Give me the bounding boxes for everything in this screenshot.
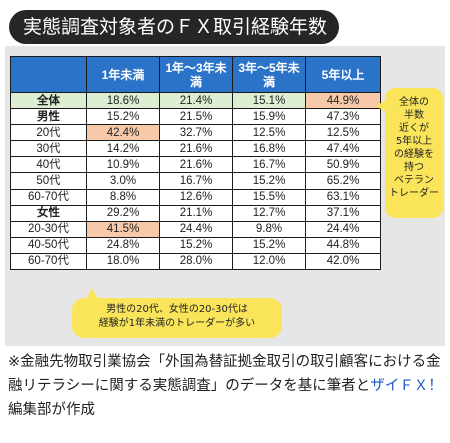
callout-line: の経験を bbox=[394, 149, 434, 160]
table-cell: 29.2% bbox=[86, 204, 160, 222]
row-label: 40-50代 bbox=[10, 236, 87, 254]
table-cell: 21.1% bbox=[159, 204, 233, 222]
table-row: 60-70代 18.0% 28.0% 12.0% 42.0% bbox=[10, 252, 381, 271]
table-cell: 15.1% bbox=[232, 91, 306, 110]
callout-line: 持つ bbox=[404, 162, 424, 173]
row-label: 60-70代 bbox=[10, 188, 87, 206]
callout-line: 5年以上 bbox=[395, 136, 433, 147]
column-header: 1年未満 bbox=[86, 56, 160, 93]
row-label: 50代 bbox=[10, 172, 87, 190]
table-cell: 41.5% bbox=[86, 220, 160, 238]
table-cell: 37.1% bbox=[305, 204, 381, 222]
table-cell: 47.4% bbox=[305, 140, 381, 158]
table-cell: 65.2% bbox=[305, 172, 381, 190]
callout-line: 全体の bbox=[399, 97, 429, 108]
table-cell: 16.8% bbox=[232, 140, 306, 158]
table-cell: 32.7% bbox=[159, 124, 233, 142]
table-cell: 42.0% bbox=[305, 252, 381, 271]
table-row: 50代 3.0% 16.7% 15.2% 65.2% bbox=[10, 172, 381, 190]
table-cell: 47.3% bbox=[305, 108, 381, 126]
table-cell: 21.4% bbox=[159, 91, 233, 110]
table-cell: 63.1% bbox=[305, 188, 381, 206]
table-cell: 12.5% bbox=[305, 124, 381, 142]
table-cell: 21.6% bbox=[159, 156, 233, 174]
table-row: 60-70代 8.8% 12.6% 15.5% 63.1% bbox=[10, 188, 381, 206]
table-cell: 14.2% bbox=[86, 140, 160, 158]
column-header: 3年～5年未満 bbox=[232, 56, 306, 93]
table-cell: 21.5% bbox=[159, 108, 233, 126]
table-cell: 15.5% bbox=[232, 188, 306, 206]
table-cell: 15.2% bbox=[86, 108, 160, 126]
table-cell: 12.7% bbox=[232, 204, 306, 222]
table-cell: 12.0% bbox=[232, 252, 306, 271]
table-cell: 3.0% bbox=[86, 172, 160, 190]
table-corner bbox=[10, 56, 87, 93]
callout-line: 男性の20代、女性の20-30代は bbox=[106, 304, 248, 315]
table-cell: 16.7% bbox=[232, 156, 306, 174]
column-header: 5年以上 bbox=[305, 56, 381, 93]
table-cell: 42.4% bbox=[86, 124, 160, 142]
row-label: 60-70代 bbox=[10, 252, 87, 271]
table-row: 女性 29.2% 21.1% 12.7% 37.1% bbox=[10, 204, 381, 222]
callout-line: トレーダー bbox=[389, 188, 439, 199]
table-cell: 16.7% bbox=[159, 172, 233, 190]
callout-veteran: 全体の半数近くが 5年以上の経験を持つベテラントレーダー bbox=[376, 88, 443, 218]
callout-tail bbox=[86, 288, 98, 299]
table-cell: 15.9% bbox=[232, 108, 306, 126]
footnote-text-end: 編集部が作成 bbox=[8, 402, 95, 418]
table-body: 全体 18.6% 21.4% 15.1% 44.9% 男性 15.2% 21.5% 15.9% 4… bbox=[10, 91, 381, 271]
row-label: 全体 bbox=[10, 91, 87, 110]
callout-text: 全体の半数近くが 5年以上の経験を持つベテラントレーダー bbox=[385, 96, 443, 200]
table-cell: 9.8% bbox=[232, 220, 306, 238]
table-cell: 8.8% bbox=[86, 188, 160, 206]
source-footnote: ※金融先物取引業協会「外国為替証拠金取引の取引顧客における金融リテラシーに関する… bbox=[8, 350, 444, 422]
table-cell: 24.4% bbox=[159, 220, 233, 238]
table-cell: 12.6% bbox=[159, 188, 233, 206]
table-cell: 50.9% bbox=[305, 156, 381, 174]
table-cell: 18.0% bbox=[86, 252, 160, 271]
table-row: 20代 42.4% 32.7% 12.5% 12.5% bbox=[10, 124, 381, 142]
callout-tail bbox=[376, 100, 386, 112]
table-cell: 28.0% bbox=[159, 252, 233, 271]
table-row: 20-30代 41.5% 24.4% 9.8% 24.4% bbox=[10, 220, 381, 238]
column-header: 1年～3年未満 bbox=[159, 56, 233, 93]
table-row: 40代 10.9% 21.6% 16.7% 50.9% bbox=[10, 156, 381, 174]
row-label: 40代 bbox=[10, 156, 87, 174]
row-label: 20代 bbox=[10, 124, 87, 142]
callout-young: 男性の20代、女性の20-30代は 経験が1年未満のトレーダーが多い bbox=[72, 288, 282, 338]
row-label: 20-30代 bbox=[10, 220, 87, 238]
table-cell: 18.6% bbox=[86, 91, 160, 110]
table-cell: 15.2% bbox=[232, 172, 306, 190]
zai-fx-link[interactable]: ザイＦＸ！ bbox=[370, 378, 443, 394]
footnote-text: ※金融先物取引業協会「外国為替証拠金取引の取引顧客における金融リテラシーに関する… bbox=[8, 354, 441, 394]
callout-line: 経験が1年未満のトレーダーが多い bbox=[98, 318, 256, 329]
table-cell: 15.2% bbox=[232, 236, 306, 254]
callout-text: 男性の20代、女性の20-30代は 経験が1年未満のトレーダーが多い bbox=[72, 303, 282, 331]
table-row: 40-50代 24.8% 15.2% 15.2% 44.8% bbox=[10, 236, 381, 254]
row-label: 女性 bbox=[10, 204, 87, 222]
table-cell: 15.2% bbox=[159, 236, 233, 254]
row-label: 男性 bbox=[10, 108, 87, 126]
table-header-row: 1年未満 1年～3年未満 3年～5年未満 5年以上 bbox=[10, 56, 381, 93]
table-row: 男性 15.2% 21.5% 15.9% 47.3% bbox=[10, 108, 381, 126]
table-cell: 10.9% bbox=[86, 156, 160, 174]
table-row: 全体 18.6% 21.4% 15.1% 44.9% bbox=[10, 91, 381, 110]
experience-table: 1年未満 1年～3年未満 3年～5年未満 5年以上 全体 18.6% 21.4% 15… bbox=[10, 56, 381, 271]
callout-line: 近くが bbox=[399, 123, 429, 134]
table-cell: 12.5% bbox=[232, 124, 306, 142]
page-title: 実態調査対象者のＦＸ取引経験年数 bbox=[9, 10, 339, 44]
table-cell: 21.6% bbox=[159, 140, 233, 158]
table-cell: 24.8% bbox=[86, 236, 160, 254]
table-cell: 44.8% bbox=[305, 236, 381, 254]
table-row: 30代 14.2% 21.6% 16.8% 47.4% bbox=[10, 140, 381, 158]
callout-line: 半数 bbox=[404, 110, 424, 121]
row-label: 30代 bbox=[10, 140, 87, 158]
table-cell: 24.4% bbox=[305, 220, 381, 238]
table-cell: 44.9% bbox=[305, 91, 381, 110]
callout-line: ベテラン bbox=[394, 175, 434, 186]
